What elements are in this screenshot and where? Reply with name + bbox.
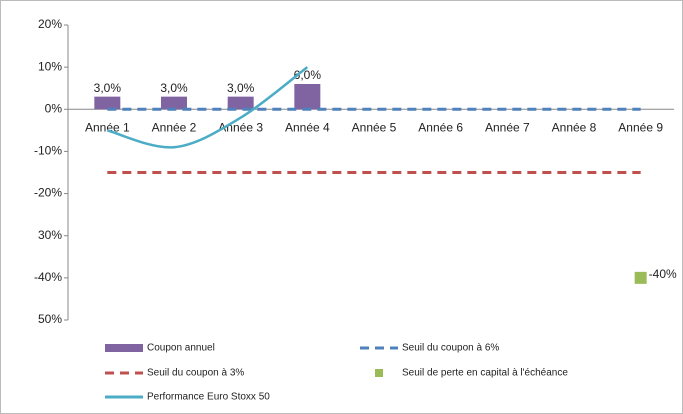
x-tick-label: Année 1 [85,120,130,134]
y-tick-label: 0% [45,101,63,115]
data-label: 3,0% [160,81,188,95]
x-tick-label: Année 2 [152,120,197,134]
marker [634,271,647,284]
bar [94,96,121,110]
x-tick-label: Année 4 [285,120,330,134]
data-label: 3,0% [94,81,122,95]
data-label: -40% [649,267,677,281]
legend-label: Performance Euro Stoxx 50 [147,392,270,403]
y-tick-label: 20% [38,17,62,31]
y-tick-label: 10% [38,59,62,73]
legend-label: Seuil du coupon à 3% [147,368,244,379]
bar [161,96,187,110]
y-tick-label: -40% [34,270,62,284]
data-label: 3,0% [227,81,255,95]
bar [227,96,254,110]
x-tick-label: Année 5 [352,120,397,134]
legend-label: Coupon annuel [147,343,215,354]
legend-swatch [375,369,383,377]
bar [294,84,321,110]
x-tick-label: Année 9 [618,120,663,134]
x-tick-label: Année 8 [552,120,597,134]
y-tick-label: 50% [38,312,62,326]
x-tick-label: Année 6 [418,120,463,134]
legend-label: Seuil de perte en capital à l'échéance [402,368,568,379]
x-tick-label: Année 7 [485,120,530,134]
legend-label: Seuil du coupon à 6% [402,343,499,354]
line [106,66,309,149]
y-tick-label: 30% [38,228,62,242]
y-tick-label: -20% [34,186,62,200]
legend-swatch [105,344,143,352]
y-tick-label: -10% [34,144,62,158]
